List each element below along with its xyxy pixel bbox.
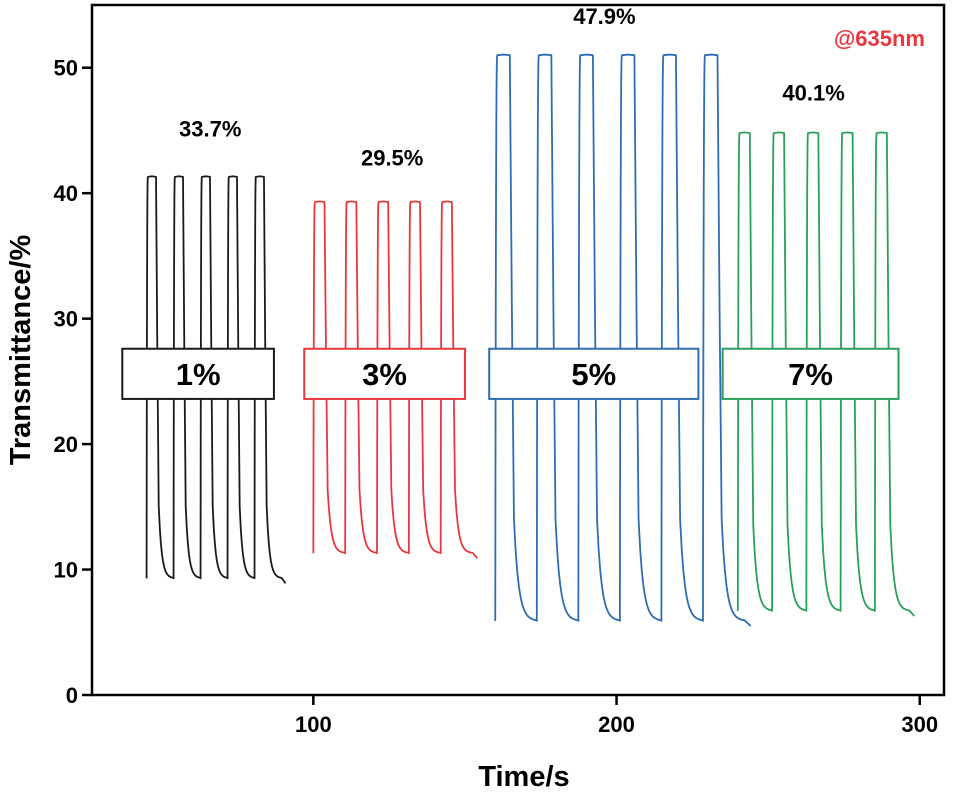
series-line-2 — [312, 200, 478, 559]
concentration-label: 1% — [176, 357, 221, 392]
concentration-boxes-layer: 1% 3% 5% 7% — [121, 347, 900, 400]
contrast-label: 40.1% — [782, 80, 844, 105]
series-line-1 — [145, 175, 287, 584]
y-axis-title: Transmittance/% — [5, 235, 37, 466]
y-tick-label: 50 — [54, 56, 78, 81]
concentration-box — [721, 347, 900, 400]
series-line-3 — [494, 53, 752, 627]
concentration-label: 5% — [571, 357, 616, 392]
x-tick-label: 100 — [295, 712, 332, 737]
x-axis-title: Time/s — [478, 761, 569, 793]
concentration-box — [303, 347, 466, 400]
y-tick-label: 0 — [66, 683, 78, 708]
y-tick-label: 40 — [54, 181, 78, 206]
concentration-box — [488, 347, 700, 400]
wavelength-label: @635nm — [834, 26, 925, 51]
concentration-label: 7% — [788, 357, 833, 392]
y-tick-label: 10 — [54, 558, 78, 583]
concentration-label: 3% — [362, 357, 407, 392]
contrast-labels-layer: 33.7% 29.5% 47.9% 40.1% — [179, 4, 845, 171]
x-tick-label: 300 — [901, 712, 938, 737]
contrast-label: 29.5% — [361, 146, 423, 171]
contrast-label: 47.9% — [573, 4, 635, 29]
x-tick-label: 200 — [598, 712, 635, 737]
series-line-4 — [736, 131, 915, 617]
plot-frame — [90, 3, 946, 697]
y-tick-label: 30 — [54, 307, 78, 332]
contrast-label: 33.7% — [179, 117, 241, 142]
axes-layer: 0 10 20 30 40 50 100 200 300 — [54, 3, 946, 737]
curves-layer — [145, 53, 915, 627]
y-tick-label: 20 — [54, 432, 78, 457]
concentration-box — [121, 347, 275, 400]
